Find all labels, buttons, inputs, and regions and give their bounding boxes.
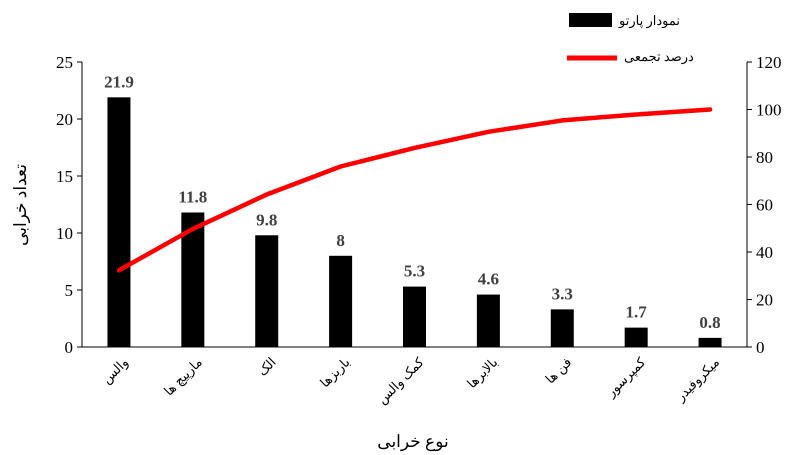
x-tick-label: کمپرسور — [603, 354, 650, 401]
right-axis-ticks: 0 20 40 60 80 100 120 — [747, 53, 782, 357]
x-tick-label: میکروفیدر — [672, 355, 723, 406]
data-label: 21.9 — [104, 72, 134, 91]
bar — [329, 255, 353, 347]
bar-series — [107, 97, 722, 347]
left-tick-label: 5 — [65, 281, 74, 300]
y-axis-title: تعداد خرابی — [11, 164, 31, 246]
data-label: 1.7 — [626, 303, 648, 322]
right-tick-label: 100 — [756, 101, 782, 120]
right-tick-label: 60 — [756, 196, 773, 215]
x-tick-label: بالابرها — [464, 355, 501, 392]
x-tick-label: والس — [99, 355, 132, 388]
right-tick-label: 80 — [756, 148, 773, 167]
cumulative-line — [116, 107, 713, 273]
legend: نمودار پارتو درصد تجمعی — [567, 13, 694, 65]
left-tick-label: 15 — [56, 167, 73, 186]
right-tick-label: 40 — [756, 243, 773, 262]
legend-line-label: درصد تجمعی — [624, 49, 694, 65]
data-label: 4.6 — [478, 270, 499, 289]
bar — [624, 327, 648, 347]
data-label: 9.8 — [256, 210, 277, 229]
x-tick-label: کمک والس — [374, 354, 428, 408]
bar — [403, 286, 426, 347]
data-label: 3.3 — [552, 284, 573, 303]
bar — [107, 97, 131, 347]
bar — [181, 212, 205, 347]
x-tick-label: فن ها — [542, 355, 575, 388]
data-label: 0.8 — [699, 313, 720, 332]
right-tick-label: 20 — [756, 291, 773, 310]
data-label: 5.3 — [404, 262, 425, 281]
left-tick-label: 0 — [65, 338, 74, 357]
bar — [698, 337, 722, 347]
bar — [476, 294, 500, 347]
cumulative-line-series — [116, 107, 713, 273]
left-axis-ticks: 0 5 10 15 20 25 — [56, 53, 82, 357]
bar — [550, 309, 574, 347]
legend-bar-swatch — [569, 13, 612, 27]
bar — [255, 235, 279, 347]
left-tick-label: 10 — [56, 224, 73, 243]
legend-bar-label: نمودار پارتو — [618, 13, 680, 29]
x-tick-label: مارپیچ ها — [161, 355, 206, 400]
right-tick-label: 0 — [756, 338, 765, 357]
data-label: 8 — [336, 231, 345, 250]
x-tick-label: باربزها — [317, 355, 353, 391]
data-labels: 21.9 11.8 9.8 8 5.3 4.6 3.3 1.7 0.8 — [104, 72, 721, 332]
x-axis-tick-labels: والس مارپیچ ها الک باربزها کمک والس بالابرها ف… — [99, 354, 723, 408]
left-tick-label: 20 — [56, 110, 73, 129]
right-tick-label: 120 — [756, 53, 782, 72]
left-tick-label: 25 — [56, 53, 73, 72]
data-label: 11.8 — [178, 187, 207, 206]
x-axis-title: نوع خرابی — [377, 432, 448, 452]
x-tick-label: الک — [255, 355, 279, 379]
